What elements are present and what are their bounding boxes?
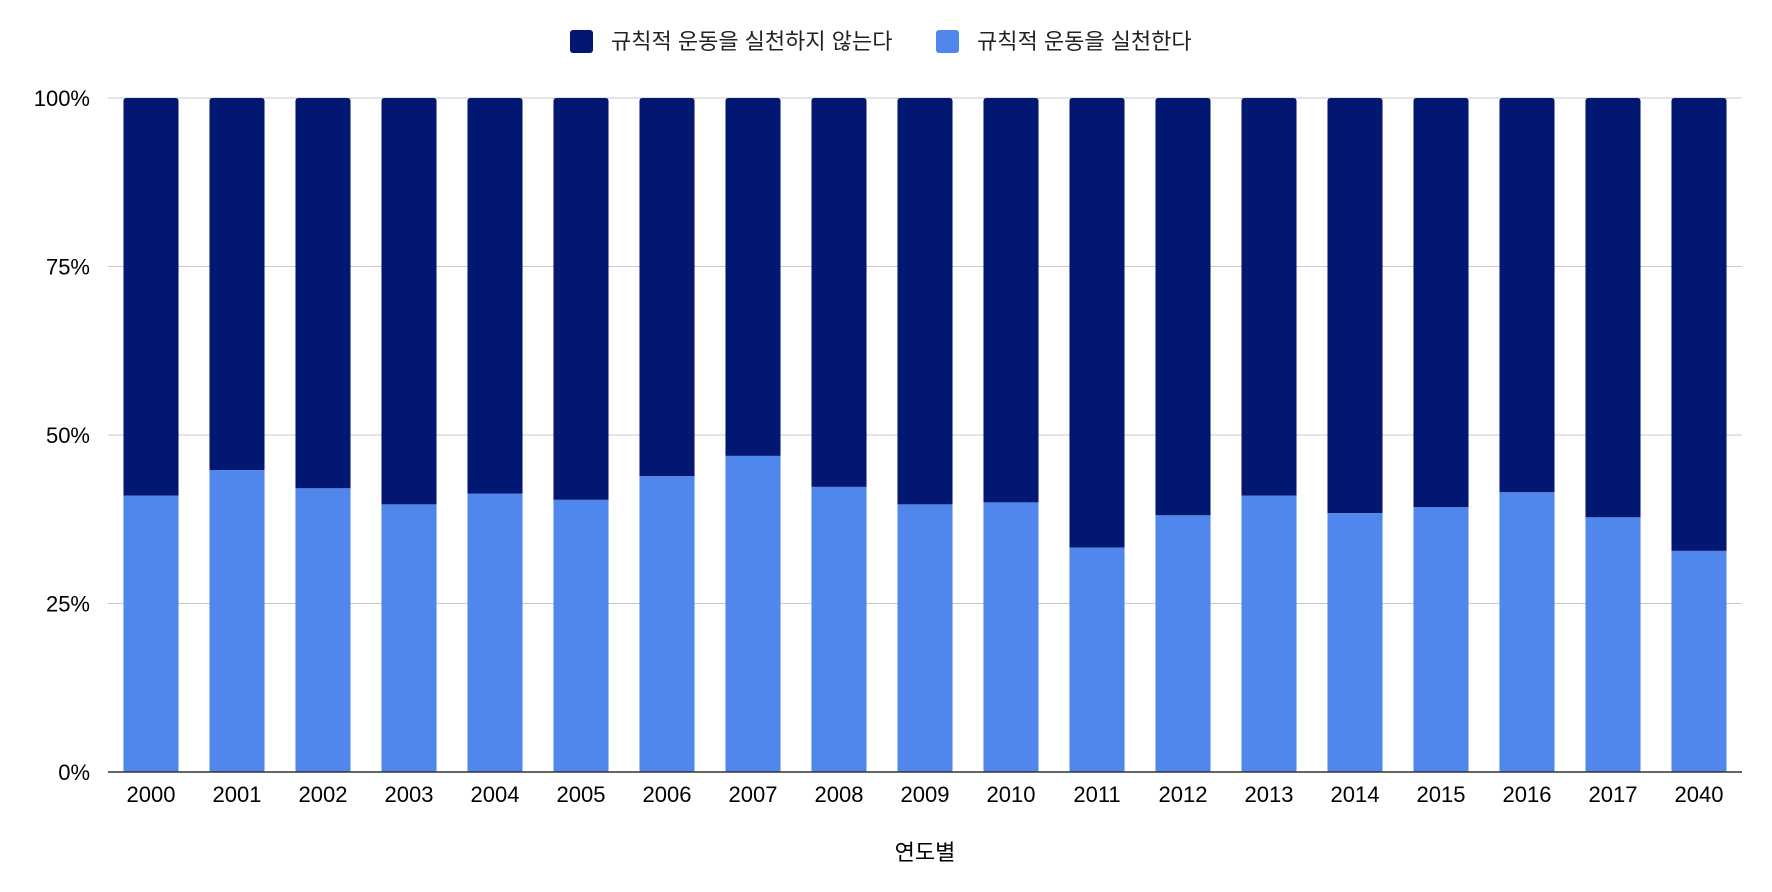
bar-segment-exercising [381,504,437,772]
y-tick-label: 25% [46,592,90,617]
x-tick-label: 2001 [213,782,262,807]
x-tick-label: 2002 [299,782,348,807]
bar-segment-not-exercising [467,98,523,494]
x-tick-label: 2009 [901,782,950,807]
bar-segment-exercising [897,504,953,772]
bar-segment-not-exercising [983,98,1039,503]
legend-swatch-exercising [936,30,959,53]
bar-segment-not-exercising [1585,98,1641,518]
bars [123,98,1727,772]
x-tick-label: 2014 [1331,782,1380,807]
x-axis-title: 연도별 [895,840,956,865]
y-tick-label: 50% [46,423,90,448]
bar-segment-not-exercising [725,98,781,456]
bar-segment-exercising [725,455,781,772]
bar-segment-not-exercising [1413,98,1469,508]
bar-segment-exercising [639,476,695,772]
bar-segment-not-exercising [209,98,265,471]
bar-segment-not-exercising [1241,98,1297,496]
bar-segment-not-exercising [639,98,695,477]
bar-segment-not-exercising [553,98,609,500]
bar-segment-exercising [123,495,179,772]
x-tick-label: 2008 [815,782,864,807]
x-tick-label: 2005 [557,782,606,807]
bar-segment-exercising [209,470,265,772]
legend-swatch-not-exercising [570,30,593,53]
x-tick-label: 2011 [1073,782,1120,807]
bar-segment-exercising [1499,492,1555,772]
bar-segment-not-exercising [1671,98,1727,551]
x-tick-label: 2017 [1589,782,1638,807]
bar-segment-exercising [1241,495,1297,772]
x-tick-label: 2004 [471,782,520,807]
bar-segment-exercising [1155,515,1211,772]
bar-segment-not-exercising [1069,98,1125,548]
bar-segment-exercising [1327,513,1383,772]
bar-segment-exercising [1069,547,1125,772]
bar-segment-not-exercising [1155,98,1211,516]
y-tick-label: 0% [58,760,90,785]
y-tick-label: 100% [34,86,90,111]
bar-segment-not-exercising [811,98,867,487]
legend-label-not-exercising: 규칙적 운동을 실천하지 않는다 [611,29,892,54]
bar-segment-exercising [467,493,523,772]
bar-segment-exercising [1585,517,1641,772]
bar-segment-not-exercising [381,98,437,505]
x-tick-label: 2007 [729,782,778,807]
x-tick-label: 2012 [1159,782,1208,807]
y-tick-label: 75% [46,255,90,280]
legend: 규칙적 운동을 실천하지 않는다 규칙적 운동을 실천한다 [570,29,1192,54]
x-tick-label: 2015 [1417,782,1466,807]
bar-segment-exercising [1413,507,1469,772]
x-tick-label: 2040 [1675,782,1724,807]
bar-segment-not-exercising [1499,98,1555,493]
x-axis-ticks: 2000 2001 2002 2003 2004 2005 2006 2007 2008 2009… [127,782,1724,807]
bar-segment-exercising [983,502,1039,772]
bar-segment-exercising [1671,550,1727,772]
bar-segment-not-exercising [295,98,351,489]
bar-segment-exercising [811,486,867,772]
x-tick-label: 2000 [127,782,176,807]
x-tick-label: 2003 [385,782,434,807]
legend-label-exercising: 규칙적 운동을 실천한다 [977,29,1192,54]
bar-segment-not-exercising [1327,98,1383,514]
bar-segment-not-exercising [123,98,179,496]
bar-segment-not-exercising [897,98,953,505]
bar-segment-exercising [553,499,609,772]
bar-segment-exercising [295,488,351,772]
x-tick-label: 2013 [1245,782,1294,807]
x-tick-label: 2010 [987,782,1036,807]
x-tick-label: 2016 [1503,782,1552,807]
y-axis-ticks: 0% 25% 50% 75% 100% [34,86,90,785]
x-tick-label: 2006 [643,782,692,807]
